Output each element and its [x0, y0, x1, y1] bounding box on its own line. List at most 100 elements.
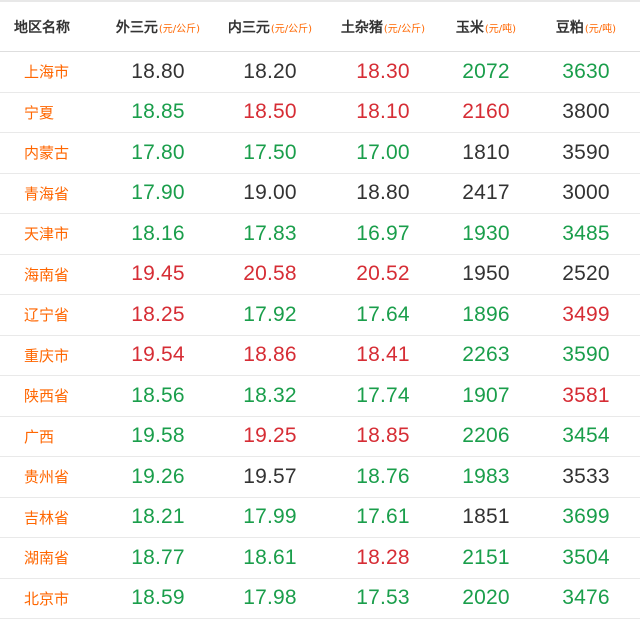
column-header-label: 玉米 — [455, 19, 484, 36]
price-cell: 3630 — [562, 59, 610, 83]
region-name[interactable]: 贵州省 — [24, 468, 70, 487]
price-cell: 3476 — [562, 586, 610, 610]
price-cell: 18.85 — [356, 424, 410, 448]
column-header-unit: (元/吨) — [484, 23, 517, 35]
price-cell: 2072 — [462, 59, 510, 83]
price-cell: 17.83 — [243, 221, 297, 245]
region-name[interactable]: 北京市 — [24, 589, 70, 608]
column-header-unit: (元/公斤) — [383, 23, 426, 35]
price-cell: 2520 — [562, 262, 610, 286]
region-name[interactable]: 吉林省 — [24, 508, 70, 527]
column-header-label: 外三元 — [115, 19, 158, 36]
table-body: 上海市 18.80 18.20 18.30 2072 3630 宁夏 18.85 18.50 18… — [0, 52, 640, 619]
column-header-label: 内三元 — [227, 19, 270, 36]
price-cell: 18.56 — [131, 383, 185, 407]
region-name[interactable]: 湖南省 — [24, 549, 70, 568]
table-row: 青海省 17.90 19.00 18.80 2417 3000 — [0, 174, 640, 214]
price-cell: 2263 — [462, 343, 510, 367]
price-cell: 1950 — [462, 262, 510, 286]
price-cell: 18.61 — [243, 545, 297, 569]
column-header: 内三元(元/公斤) — [214, 17, 326, 37]
column-header: 豆粕(元/吨) — [532, 17, 640, 37]
table-row: 北京市 18.59 17.98 17.53 2020 3476 — [0, 579, 640, 619]
column-header-label: 豆粕 — [555, 19, 584, 36]
price-cell: 19.25 — [243, 424, 297, 448]
price-cell: 3454 — [562, 424, 610, 448]
price-cell: 17.92 — [243, 302, 297, 326]
price-cell: 18.20 — [243, 59, 297, 83]
column-header-label: 地区名称 — [14, 19, 70, 36]
price-cell: 17.00 — [356, 140, 410, 164]
price-cell: 18.21 — [131, 505, 185, 529]
price-cell: 18.86 — [243, 343, 297, 367]
price-cell: 17.50 — [243, 140, 297, 164]
price-cell: 1983 — [462, 464, 510, 488]
price-cell: 18.10 — [356, 100, 410, 124]
table-row: 天津市 18.16 17.83 16.97 1930 3485 — [0, 214, 640, 255]
column-header: 地区名称 — [0, 17, 102, 37]
price-cell: 3504 — [562, 545, 610, 569]
price-cell: 19.57 — [243, 464, 297, 488]
table-row: 贵州省 19.26 19.57 18.76 1983 3533 — [0, 457, 640, 498]
price-cell: 3699 — [562, 505, 610, 529]
price-cell: 1907 — [462, 383, 510, 407]
region-name[interactable]: 广西 — [24, 427, 55, 446]
table-row: 宁夏 18.85 18.50 18.10 2160 3800 — [0, 93, 640, 133]
price-cell: 19.58 — [131, 424, 185, 448]
price-cell: 1930 — [462, 221, 510, 245]
region-name[interactable]: 重庆市 — [24, 346, 70, 365]
table-row: 湖南省 18.77 18.61 18.28 2151 3504 — [0, 538, 640, 579]
table-row: 海南省 19.45 20.58 20.52 1950 2520 — [0, 255, 640, 295]
column-header: 外三元(元/公斤) — [102, 17, 214, 37]
region-name[interactable]: 海南省 — [24, 265, 70, 284]
price-cell: 18.32 — [243, 383, 297, 407]
price-cell: 18.28 — [356, 545, 410, 569]
price-cell: 18.80 — [131, 59, 185, 83]
price-cell: 2160 — [462, 100, 510, 124]
price-cell: 2020 — [462, 586, 510, 610]
price-cell: 18.41 — [356, 343, 410, 367]
price-cell: 1810 — [462, 140, 510, 164]
price-cell: 2417 — [462, 181, 510, 205]
table-header-row: 地区名称 外三元(元/公斤) 内三元(元/公斤) 土杂猪(元/公斤) 玉米(元/吨) 豆粕… — [0, 2, 640, 52]
price-cell: 20.58 — [243, 262, 297, 286]
price-cell: 3485 — [562, 221, 610, 245]
price-cell: 2206 — [462, 424, 510, 448]
price-cell: 17.53 — [356, 586, 410, 610]
price-cell: 18.85 — [131, 100, 185, 124]
region-name[interactable]: 陕西省 — [24, 387, 70, 406]
price-cell: 17.80 — [131, 140, 185, 164]
price-cell: 17.61 — [356, 505, 410, 529]
table-row: 内蒙古 17.80 17.50 17.00 1810 3590 — [0, 133, 640, 174]
column-header: 玉米(元/吨) — [440, 17, 532, 37]
price-cell: 3499 — [562, 302, 610, 326]
column-header: 土杂猪(元/公斤) — [326, 17, 440, 37]
table-row: 重庆市 19.54 18.86 18.41 2263 3590 — [0, 336, 640, 376]
price-cell: 19.54 — [131, 343, 185, 367]
region-name[interactable]: 辽宁省 — [24, 306, 70, 325]
region-name[interactable]: 上海市 — [24, 63, 70, 82]
price-cell: 3581 — [562, 383, 610, 407]
price-cell: 17.74 — [356, 383, 410, 407]
price-cell: 18.50 — [243, 100, 297, 124]
region-name[interactable]: 青海省 — [24, 184, 70, 203]
region-name[interactable]: 宁夏 — [24, 103, 55, 122]
price-cell: 3800 — [562, 100, 610, 124]
table-row: 陕西省 18.56 18.32 17.74 1907 3581 — [0, 376, 640, 417]
price-cell: 18.25 — [131, 302, 185, 326]
price-cell: 20.52 — [356, 262, 410, 286]
column-header-unit: (元/公斤) — [270, 23, 313, 35]
price-cell: 3533 — [562, 464, 610, 488]
price-cell: 18.30 — [356, 59, 410, 83]
price-cell: 3590 — [562, 140, 610, 164]
region-name[interactable]: 内蒙古 — [24, 144, 70, 163]
price-cell: 1851 — [462, 505, 510, 529]
region-name[interactable]: 天津市 — [24, 225, 70, 244]
price-cell: 16.97 — [356, 221, 410, 245]
price-cell: 18.76 — [356, 464, 410, 488]
price-cell: 17.98 — [243, 586, 297, 610]
price-cell: 18.80 — [356, 181, 410, 205]
table-row: 辽宁省 18.25 17.92 17.64 1896 3499 — [0, 295, 640, 336]
top-divider — [0, 0, 640, 2]
